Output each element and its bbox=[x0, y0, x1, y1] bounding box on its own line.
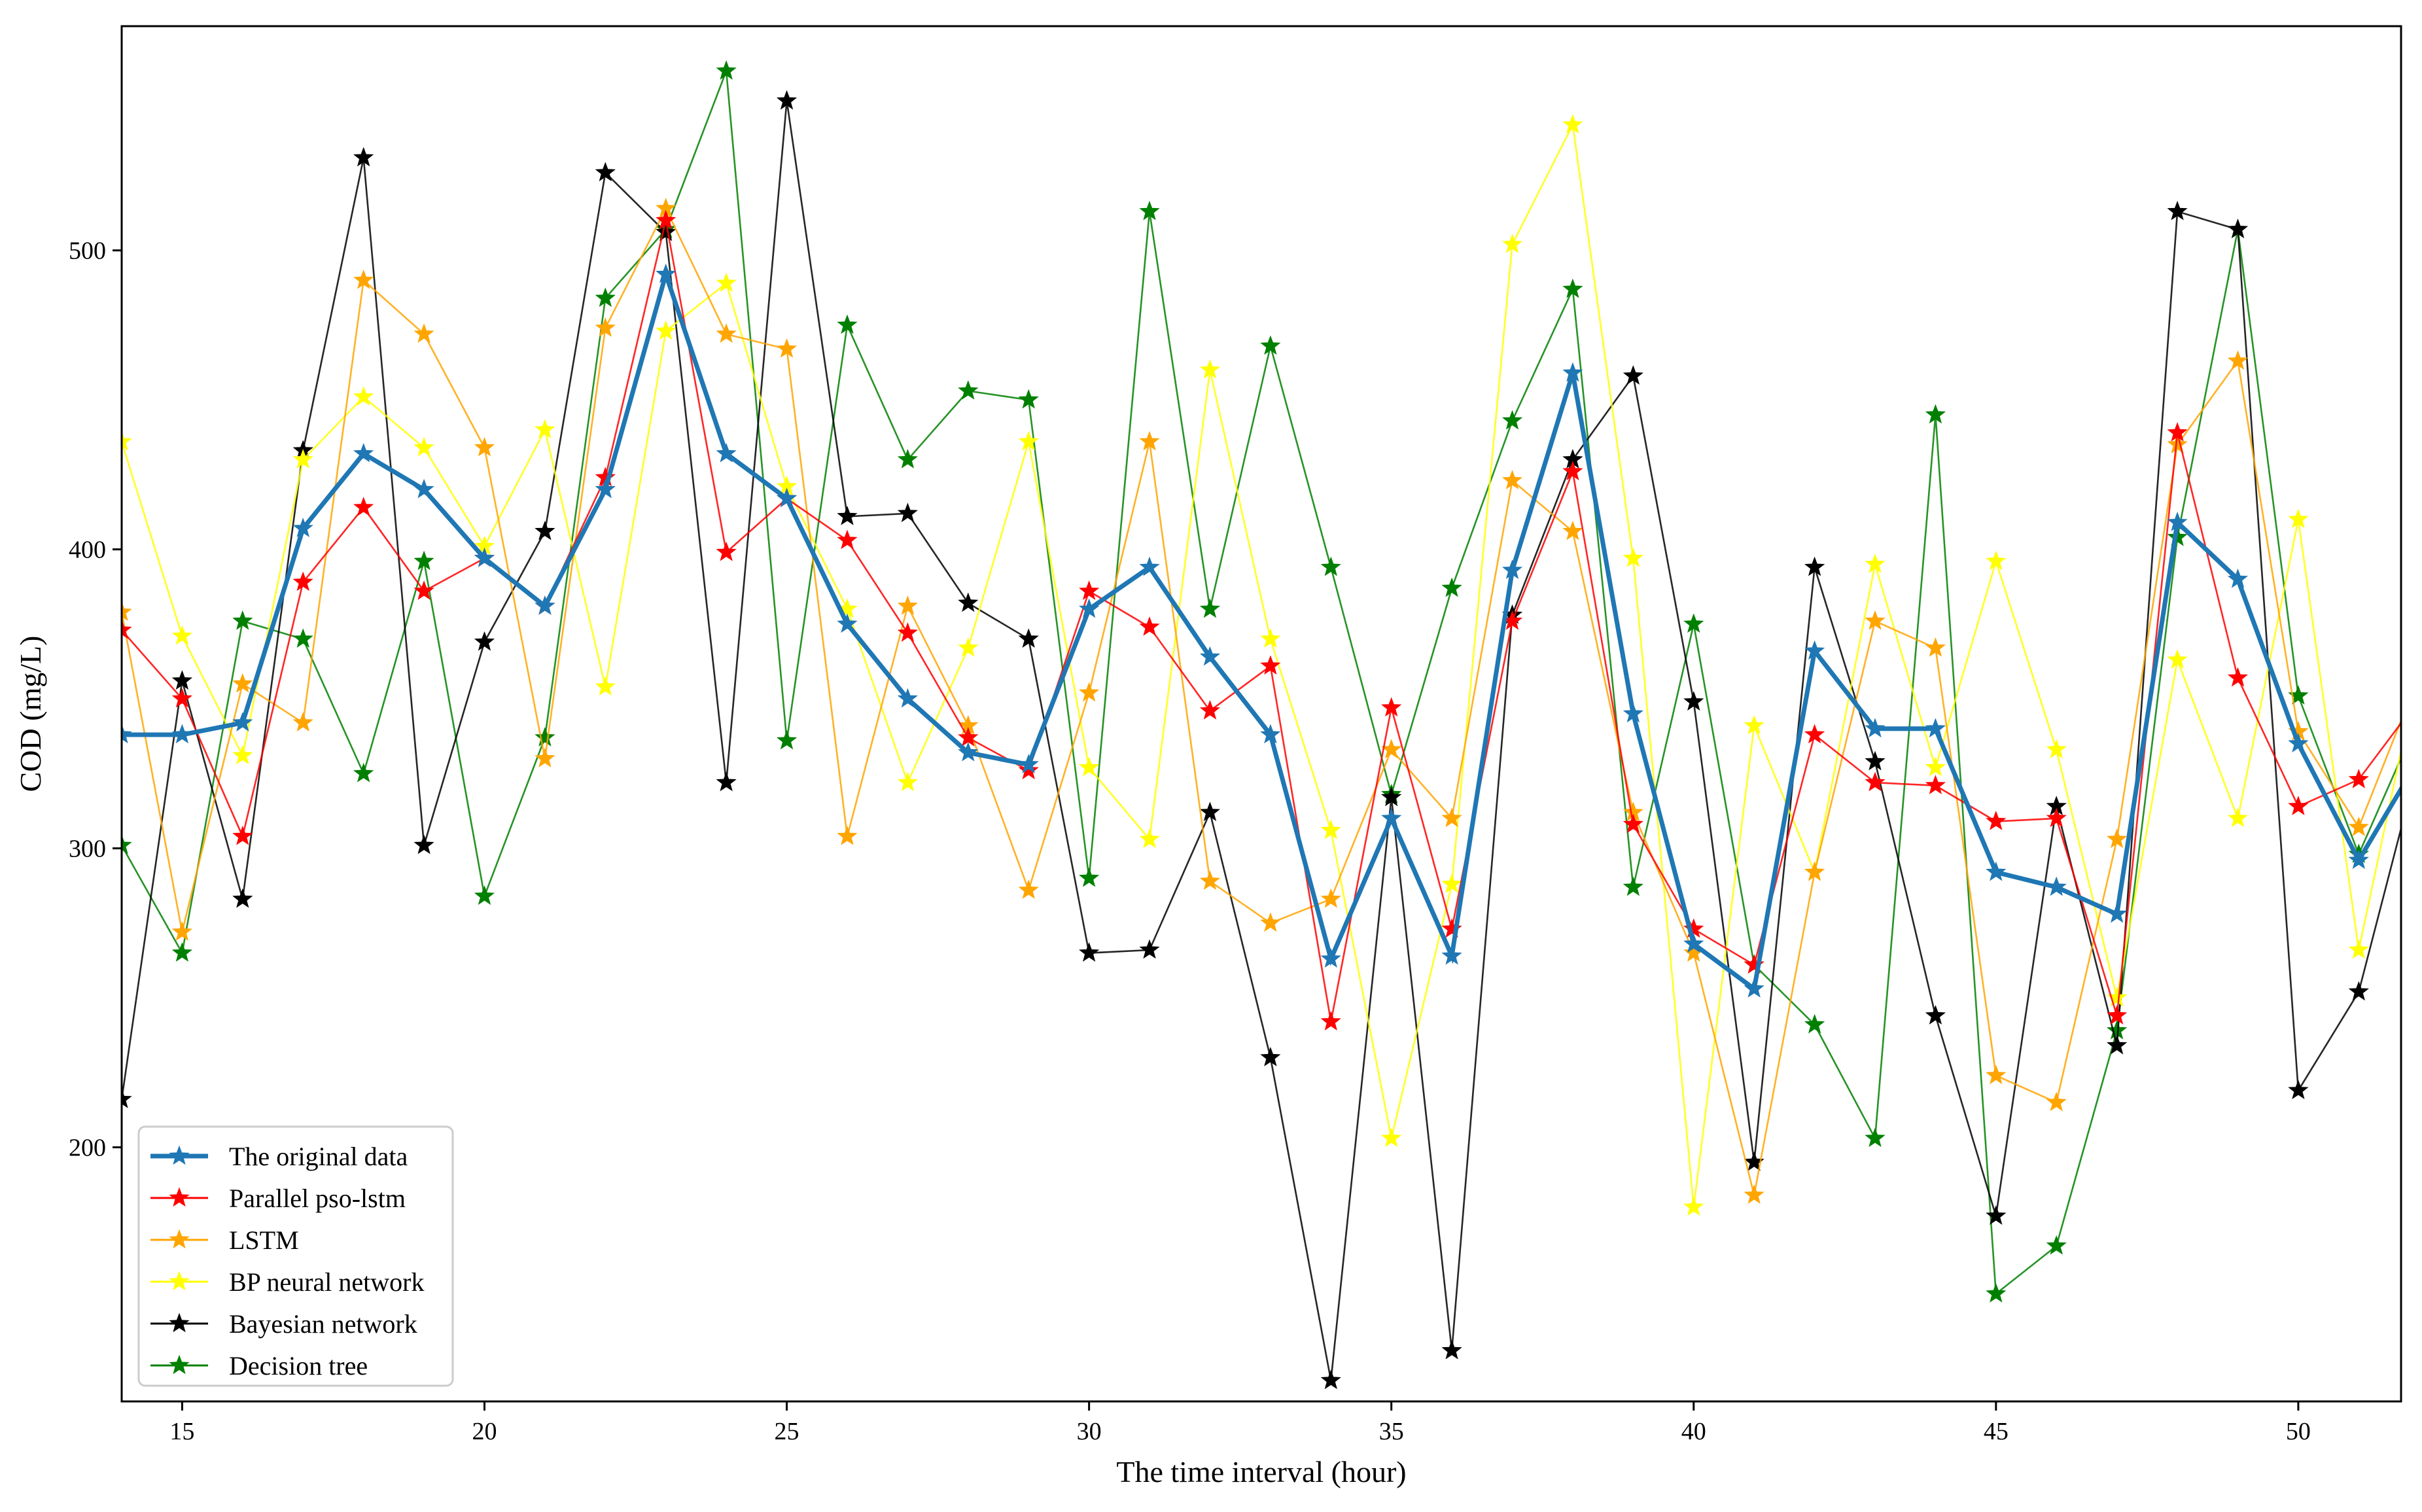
y-tick-label: 400 bbox=[69, 536, 106, 564]
legend-label: Decision tree bbox=[229, 1351, 368, 1380]
legend-label: Bayesian network bbox=[229, 1309, 417, 1339]
y-tick-label: 200 bbox=[69, 1134, 106, 1162]
legend-label: The original data bbox=[229, 1142, 408, 1171]
legend-label: BP neural network bbox=[229, 1267, 424, 1297]
x-tick-label: 40 bbox=[1681, 1418, 1706, 1445]
legend-label: Parallel pso-lstm bbox=[229, 1184, 406, 1213]
y-tick-label: 500 bbox=[69, 237, 106, 265]
x-tick-label: 15 bbox=[169, 1418, 194, 1445]
y-axis-label: COD (mg/L) bbox=[14, 636, 47, 792]
y-tick-label: 300 bbox=[69, 835, 106, 863]
x-tick-label: 30 bbox=[1077, 1418, 1102, 1445]
x-tick-label: 45 bbox=[1984, 1418, 2009, 1445]
x-tick-label: 25 bbox=[775, 1418, 799, 1445]
x-tick-label: 20 bbox=[472, 1418, 497, 1445]
x-tick-label: 50 bbox=[2286, 1418, 2311, 1445]
legend: The original data Parallel pso-lstm LSTM BP… bbox=[139, 1127, 453, 1386]
legend-label: LSTM bbox=[229, 1225, 299, 1255]
x-axis-label: The time interval (hour) bbox=[1116, 1455, 1406, 1488]
x-tick-label: 35 bbox=[1379, 1418, 1404, 1445]
